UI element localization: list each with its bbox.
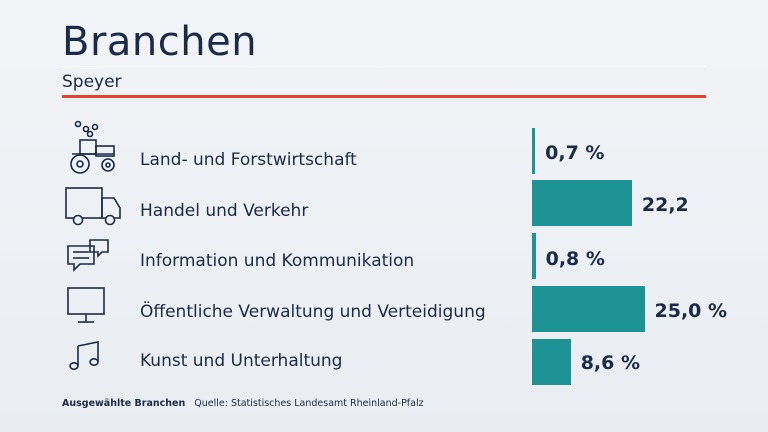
footer-source: Quelle: Statistisches Landesamt Rheinlan…	[194, 398, 424, 409]
monitor-icon	[62, 286, 126, 336]
bar-handel-verkehr	[532, 180, 632, 226]
title-divider	[62, 66, 706, 67]
subtitle: Speyer	[62, 72, 122, 92]
bar-information-kommunikation	[532, 233, 536, 279]
value-label: 0,7 %	[545, 142, 605, 164]
tractor-icon	[62, 118, 126, 174]
category-label: Land- und Forstwirtschaft	[140, 150, 357, 170]
bar-oeffentliche-verwaltung	[532, 286, 645, 332]
category-label: Kunst und Unterhaltung	[140, 351, 343, 371]
speech-bubbles-icon	[62, 236, 126, 286]
bar-land-forstwirtschaft	[532, 128, 536, 174]
truck-icon	[62, 184, 126, 234]
category-label: Öffentliche Verwaltung und Verteidigung	[140, 302, 486, 322]
footer: Ausgewählte Branchen Quelle: Statistisch…	[62, 398, 424, 409]
category-label: Information und Kommunikation	[140, 251, 415, 271]
footer-note: Ausgewählte Branchen	[62, 398, 186, 409]
category-label: Handel und Verkehr	[140, 201, 309, 221]
value-label: 0,8 %	[545, 248, 605, 270]
value-label: 22,2	[641, 194, 689, 216]
music-note-icon	[62, 338, 126, 388]
accent-rule	[62, 95, 706, 98]
value-label: 8,6 %	[580, 352, 640, 374]
page-title: Branchen	[62, 19, 258, 65]
value-label: 25,0 %	[654, 300, 728, 322]
bar-kunst-unterhaltung	[532, 339, 571, 385]
